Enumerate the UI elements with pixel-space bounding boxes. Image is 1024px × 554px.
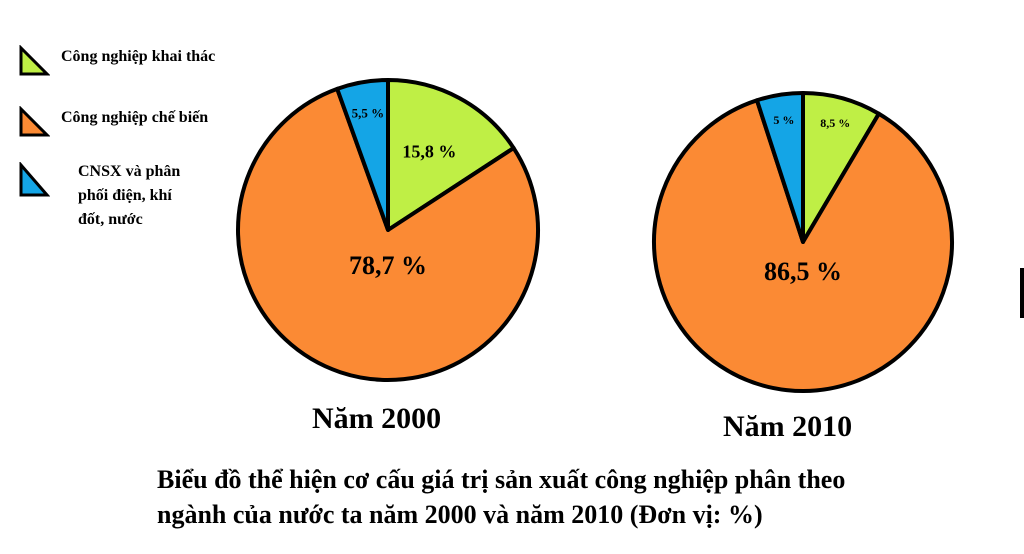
legend-label-che-bien: Công nghiệp chế biến [61,109,209,126]
legend-triangle-che-bien [19,106,50,137]
edge-divider [1020,268,1024,318]
pie-2000-label-khai-thac: 15,8 % [402,142,456,162]
legend-swatch-khai-thac [19,45,50,76]
pie-2000-label-che-bien: 78,7 % [349,251,427,280]
pie-2010-label-che-bien: 86,5 % [764,257,842,286]
legend-item-cnsx: CNSX và phân phối điện, khí đốt, nước [18,160,180,232]
legend-label-cnsx-line-3: đốt, nước [78,211,143,228]
legend-swatch-che-bien [19,106,50,137]
pie-title-2010: Năm 2010 [723,410,853,443]
legend-label-khai-thac: Công nghiệp khai thác [61,48,216,65]
legend-item-khai-thac: Công nghiệp khai thác [18,45,216,76]
pie-2000-slice-khai-thac [386,78,516,232]
caption-line-2: ngành của nước ta năm 2000 và năm 2010 (… [157,500,763,529]
pie-2000-slice-cnsx [335,78,390,232]
legend-label-cnsx-line-1: CNSX và phân [78,163,181,180]
legend-swatch-cnsx [19,162,50,197]
pie-2010-slice-cnsx [754,91,805,244]
pie-title-2000: Năm 2000 [312,402,442,435]
pie-2000-slice-che-bien [236,86,540,382]
pie-2010-slice-che-bien [652,98,954,393]
legend-triangle-cnsx [19,162,50,197]
pie-2010-label-khai-thac: 8,5 % [820,116,850,130]
legend-item-che-bien: Công nghiệp chế biến [18,106,209,137]
legend-triangle-khai-thac [19,45,50,76]
pie-2000-label-cnsx: 5,5 % [352,106,385,121]
pie-2010-label-cnsx: 5 % [773,113,794,127]
legend-label-cnsx-line-2: phối điện, khí [78,187,172,204]
caption-line-1: Biểu đồ thể hiện cơ cấu giá trị sản xuất… [157,465,846,494]
chart-caption: Biểu đồ thể hiện cơ cấu giá trị sản xuất… [157,462,845,532]
